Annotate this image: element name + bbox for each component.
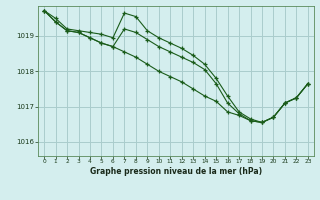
X-axis label: Graphe pression niveau de la mer (hPa): Graphe pression niveau de la mer (hPa) xyxy=(90,167,262,176)
